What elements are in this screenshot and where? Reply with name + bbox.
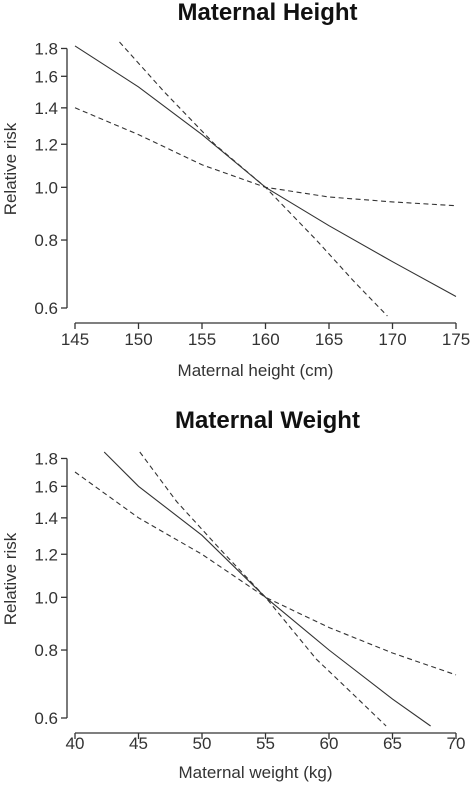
x-tick-label: 160 bbox=[251, 330, 279, 349]
x-tick-label: 165 bbox=[315, 330, 343, 349]
x-tick-label: 150 bbox=[124, 330, 152, 349]
y-tick-label: 1.6 bbox=[34, 67, 58, 86]
x-tick-label: 45 bbox=[129, 734, 148, 753]
y-axis-label: Relative risk bbox=[1, 122, 20, 215]
chart-panel-1: Maternal Height 0.6 0.8 1.0 1.2 1.4 1.6 1.8 145 1… bbox=[1, 0, 470, 380]
x-tick-label: 155 bbox=[188, 330, 216, 349]
confidence-bound-line-2 bbox=[139, 451, 387, 727]
confidence-bound-line-2 bbox=[119, 41, 388, 317]
y-tick-label: 1.2 bbox=[34, 545, 58, 564]
x-tick-label: 70 bbox=[447, 734, 466, 753]
estimate-line-1 bbox=[103, 451, 431, 727]
x-tick-label: 65 bbox=[383, 734, 402, 753]
x-axis-label: Maternal weight (kg) bbox=[178, 763, 332, 782]
y-tick-label: 0.8 bbox=[34, 231, 58, 250]
x-tick-label: 55 bbox=[256, 734, 275, 753]
y-axis-label: Relative risk bbox=[1, 532, 20, 625]
y-tick-label: 1.6 bbox=[34, 477, 58, 496]
y-tick-label: 0.6 bbox=[34, 299, 58, 318]
confidence-bound-line-3 bbox=[74, 107, 457, 207]
estimate-line-1 bbox=[74, 45, 457, 297]
y-tick-label: 1.0 bbox=[34, 588, 58, 607]
y-tick-label: 1.4 bbox=[34, 509, 58, 528]
x-tick-label: 40 bbox=[66, 734, 85, 753]
x-axis-label: Maternal height (cm) bbox=[178, 361, 334, 380]
chart-title: Maternal Weight bbox=[175, 407, 360, 434]
x-tick-label: 175 bbox=[442, 330, 470, 349]
confidence-bound-line-3 bbox=[74, 471, 457, 676]
y-tick-label: 1.2 bbox=[34, 135, 58, 154]
x-tick-label: 60 bbox=[320, 734, 339, 753]
y-tick-label: 0.8 bbox=[34, 641, 58, 660]
y-tick-label: 1.8 bbox=[34, 449, 58, 468]
chart-title: Maternal Height bbox=[177, 0, 357, 26]
chart-panel-2: Maternal Weight 0.6 0.8 1.0 1.2 1.4 1.6 1.8 40 45… bbox=[1, 407, 465, 782]
y-tick-label: 1.0 bbox=[34, 178, 58, 197]
x-tick-label: 145 bbox=[61, 330, 89, 349]
y-tick-label: 0.6 bbox=[34, 709, 58, 728]
y-tick-label: 1.4 bbox=[34, 99, 58, 118]
y-tick-label: 1.8 bbox=[34, 39, 58, 58]
x-tick-label: 50 bbox=[193, 734, 212, 753]
x-tick-label: 170 bbox=[378, 330, 406, 349]
